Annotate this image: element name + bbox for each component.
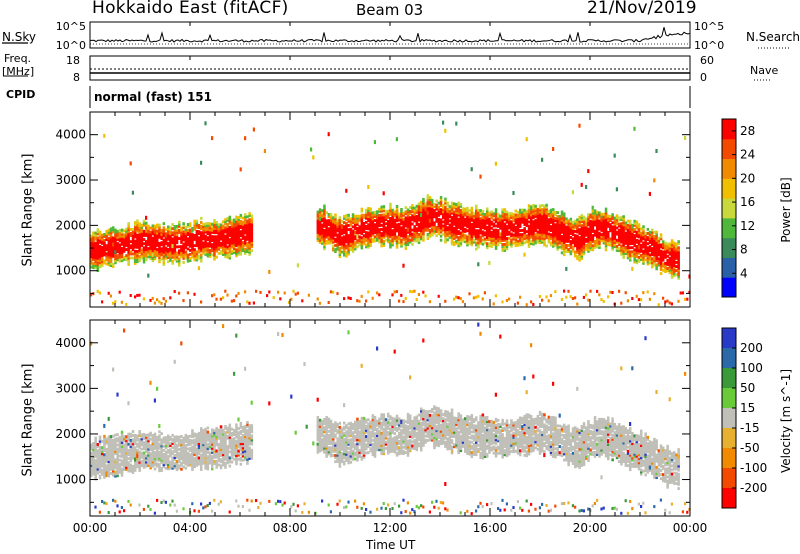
- velocity-colorbar-tick-label: 200: [740, 341, 763, 355]
- power-colorbar-segment: [722, 217, 736, 239]
- velocity-colorbar-tick-label: -15: [740, 421, 760, 435]
- velocity-colorbar-frame: [721, 327, 737, 509]
- nsearch-tick-low: 10^0: [694, 39, 724, 52]
- nsky-label: N.Sky: [2, 30, 37, 44]
- y-tick-label: 2000: [55, 218, 86, 232]
- power-colorbar-segment: [722, 138, 736, 160]
- y-tick-label: 1000: [55, 473, 86, 487]
- y-tick-label: 2000: [55, 427, 86, 441]
- power-colorbar-tick-label: 16: [740, 195, 755, 209]
- time-axis: 00:00 04:00 08:00 12:00 16:00 20:00 00:00: [73, 22, 708, 535]
- velocity-colorbar-tick-label: -200: [740, 481, 767, 495]
- power-colorbar-segment: [722, 158, 736, 179]
- x-tick-label: 00:00: [673, 521, 708, 535]
- velocity-colorbar-segment: [722, 368, 736, 389]
- beam-label: Beam 03: [356, 1, 424, 19]
- velocity-colorbar-tick-label: 100: [740, 361, 763, 375]
- freq-label: Freq.: [4, 52, 32, 65]
- velocity-colorbar-tick-label: 15: [740, 401, 755, 415]
- power-colorbar-tick-label: 12: [740, 219, 755, 233]
- velocity-colorbar-segment: [722, 328, 736, 349]
- nsearch-tick-high: 10^5: [694, 20, 724, 33]
- chart-title: Hokkaido East (fitACF): [92, 0, 289, 18]
- velocity-colorbar-segment: [722, 428, 736, 449]
- date-label: 21/Nov/2019: [587, 0, 697, 18]
- power-colorbar-segment: [722, 119, 736, 140]
- y-tick-label: 3000: [55, 173, 86, 187]
- nsky-trace: [90, 27, 691, 43]
- power-colorbar-frame: [721, 118, 737, 298]
- x-tick-label: 08:00: [273, 521, 308, 535]
- velocity-colorbar-segment: [722, 408, 736, 429]
- x-tick-label: 16:00: [473, 521, 508, 535]
- nave-label: Nave: [750, 64, 779, 77]
- nsky-tick-high: 10^5: [56, 20, 86, 33]
- power-colorbar-segment: [722, 237, 736, 258]
- power-colorbar-tick-label: 28: [740, 124, 755, 138]
- velocity-colorbar-segment: [722, 468, 736, 489]
- power-colorbar-segment: [722, 198, 736, 219]
- nsky-tick-low: 10^0: [56, 39, 86, 52]
- velocity-colorbar-segment: [722, 388, 736, 409]
- y-tick-label: 4000: [55, 336, 86, 350]
- x-tick-label: 12:00: [373, 521, 408, 535]
- velocity-panel: 1000 2000 3000 4000: [55, 319, 691, 517]
- power-panel: 1000 2000 3000 4000: [55, 111, 691, 308]
- y-tick-label: 4000: [55, 128, 86, 142]
- velocity-colorbar-segment: [722, 348, 736, 369]
- y-tick-label: 1000: [55, 264, 86, 278]
- power-colorbar-segment: [722, 277, 736, 298]
- velocity-colorbar-tick-label: -100: [740, 461, 767, 475]
- power-colorbar-tick-label: 20: [740, 171, 755, 185]
- power-colorbar-tick-label: 8: [740, 243, 748, 257]
- parameter-strips: 10^5 10^0 10^5 10^0 18 8 60 0: [2, 20, 790, 108]
- x-tick-label: 20:00: [573, 521, 608, 535]
- nave-tick-high: 60: [700, 54, 714, 67]
- x-axis-label: Time UT: [366, 538, 416, 552]
- power-colorbar-segment: [722, 178, 736, 199]
- y-tick-label: 3000: [55, 381, 86, 395]
- freq-tick-high: 18: [66, 54, 80, 67]
- echo-cells: [90, 120, 691, 307]
- nave-tick-low: 0: [700, 71, 707, 84]
- power-colorbar-segment: [722, 257, 736, 278]
- power-colorbar-tick-label: 24: [740, 148, 755, 162]
- echo-cells: [90, 322, 691, 516]
- velocity-colorbar-segment: [722, 488, 736, 509]
- nsearch-label: N.Search: [746, 30, 800, 44]
- velocity-colorbar-segment: [722, 448, 736, 469]
- velocity-colorbar-tick-label: 50: [740, 381, 755, 395]
- x-tick-label: 04:00: [173, 521, 208, 535]
- colorbars: 4 8 12 16 20 24 28 200 100 50 15 -15 -50 -100 -200: [721, 118, 767, 509]
- x-tick-label: 00:00: [73, 521, 108, 535]
- velocity-colorbar-tick-label: -50: [740, 441, 760, 455]
- cpid-label: CPID: [6, 88, 36, 101]
- cpid-value: normal (fast) 151: [94, 90, 212, 104]
- freq-unit-label: [MHz]: [2, 65, 35, 78]
- freq-tick-low: 8: [73, 71, 80, 84]
- power-colorbar-tick-label: 4: [740, 266, 748, 280]
